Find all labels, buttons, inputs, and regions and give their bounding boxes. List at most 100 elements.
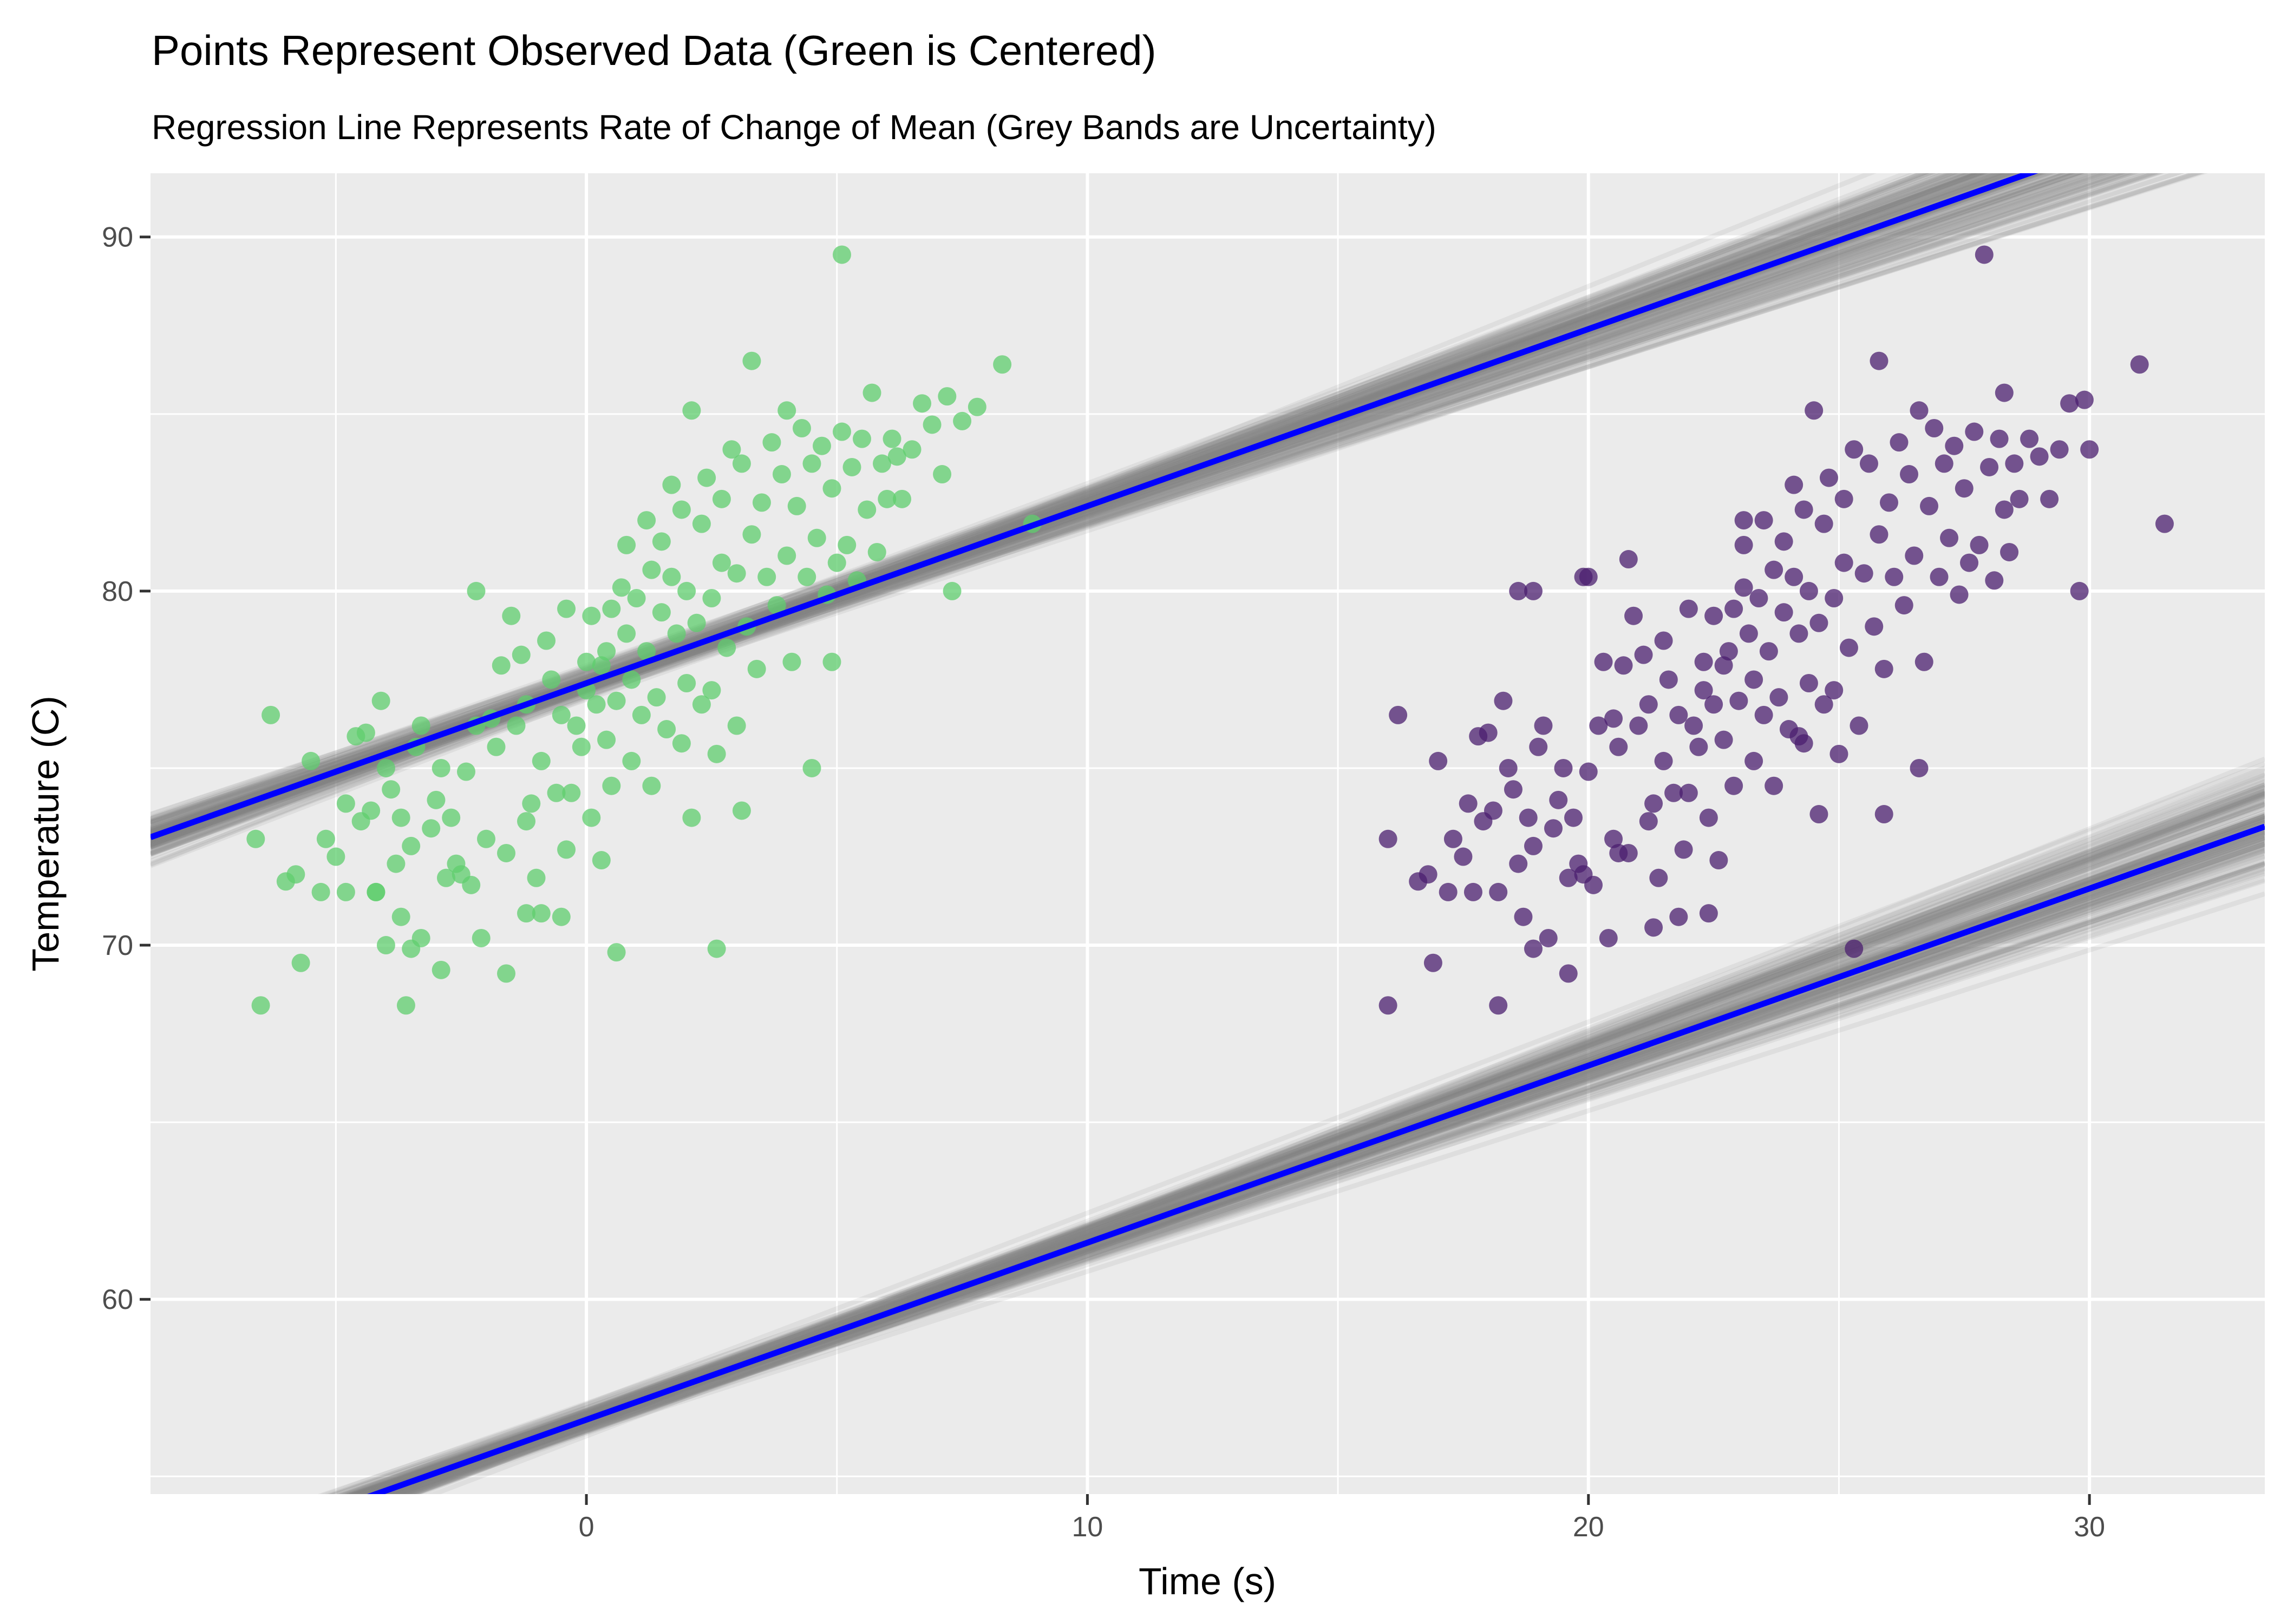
uncertainty-line-centered [151, 173, 1930, 867]
uncertainty-line-centered [151, 173, 1979, 856]
data-point-raw [1950, 585, 1969, 604]
data-point-centered [953, 411, 972, 430]
data-point-centered [622, 670, 641, 689]
chart-title: Points Represent Observed Data (Green is… [152, 27, 1156, 74]
data-point-raw [1579, 762, 1598, 781]
uncertainty-line-centered [151, 173, 2134, 846]
data-point-centered [883, 429, 901, 448]
data-point-centered [968, 397, 986, 416]
data-point-raw [1559, 964, 1578, 983]
data-point-centered [677, 581, 696, 600]
data-point-centered [752, 493, 771, 512]
uncertainty-line-raw [343, 820, 2265, 1494]
data-point-raw [1489, 996, 1508, 1015]
uncertainty-line-raw [387, 784, 2265, 1494]
data-point-raw [2040, 489, 2059, 508]
data-point-centered [396, 996, 415, 1015]
data-point-centered [316, 829, 335, 848]
data-point-raw [1829, 744, 1848, 763]
data-point-raw [1704, 695, 1723, 714]
data-point-raw [1899, 465, 1918, 484]
data-point-raw [1649, 868, 1668, 887]
uncertainty-line-centered [151, 173, 2164, 826]
data-point-centered [567, 716, 586, 735]
data-point-raw [1639, 695, 1658, 714]
uncertainty-line-centered [151, 173, 2075, 841]
data-point-raw [1995, 500, 2014, 519]
data-point-raw [1754, 705, 1773, 724]
uncertainty-line-centered [151, 173, 2075, 845]
data-point-centered [832, 245, 851, 264]
data-point-raw [1378, 829, 1397, 848]
uncertainty-line-raw [328, 802, 2265, 1494]
data-point-raw [1774, 532, 1793, 551]
uncertainty-line-centered [151, 173, 2050, 825]
data-point-raw [1935, 454, 1953, 473]
data-point-centered [923, 415, 942, 434]
uncertainty-line-centered [151, 173, 2006, 835]
uncertainty-line-raw [355, 785, 2265, 1494]
uncertainty-line-raw [388, 790, 2265, 1494]
uncertainty-line-raw [339, 802, 2265, 1494]
data-point-raw [1799, 581, 1818, 600]
data-point-raw [1419, 865, 1437, 884]
uncertainty-line-raw [352, 788, 2265, 1494]
data-point-raw [1524, 836, 1543, 855]
uncertainty-line-raw [341, 816, 2265, 1494]
data-point-raw [1499, 758, 1518, 777]
data-point-centered [311, 882, 330, 901]
uncertainty-line-raw [388, 806, 2265, 1494]
uncertainty-line-raw [345, 867, 2265, 1494]
uncertainty-line-centered [151, 173, 2004, 847]
data-point-centered [602, 599, 621, 618]
data-point-centered [647, 688, 666, 707]
uncertainty-line-centered [151, 173, 2135, 840]
data-point-centered [602, 776, 621, 795]
uncertainty-line-raw [398, 782, 2265, 1494]
uncertainty-line-raw [348, 862, 2265, 1494]
data-point-centered [652, 532, 671, 551]
uncertainty-line-raw [388, 854, 2265, 1494]
data-point-raw [1679, 599, 1698, 618]
uncertainty-line-raw [377, 868, 2265, 1494]
data-point-centered [717, 638, 736, 657]
uncertainty-line-centered [151, 173, 2065, 843]
data-point-raw [1765, 560, 1783, 579]
data-point-raw [1769, 688, 1788, 707]
data-point-raw [1839, 638, 1858, 657]
uncertainty-line-raw [400, 791, 2265, 1494]
uncertainty-line-raw [351, 794, 2265, 1494]
data-point-raw [1699, 808, 1718, 827]
uncertainty-line-raw [355, 796, 2265, 1494]
data-point-raw [1885, 567, 1904, 586]
data-point-raw [1559, 868, 1578, 887]
uncertainty-line-raw [380, 841, 2265, 1494]
data-point-centered [798, 567, 816, 586]
uncertainty-line-raw [379, 842, 2265, 1494]
grid-minor [151, 173, 2265, 1494]
regression-line-raw [367, 823, 2265, 1494]
uncertainty-line-centered [151, 173, 1977, 826]
uncertainty-line-raw [389, 791, 2265, 1494]
data-point-centered [742, 351, 761, 370]
data-point-centered [391, 808, 410, 827]
data-point-centered [391, 907, 410, 926]
uncertainty-line-raw [392, 771, 2265, 1494]
data-point-centered [757, 567, 776, 586]
data-point-centered [933, 465, 952, 484]
data-point-centered [853, 429, 872, 448]
data-point-centered [672, 734, 691, 753]
data-point-centered [822, 652, 841, 671]
data-point-centered [772, 465, 791, 484]
data-point-raw [1834, 553, 1853, 572]
data-point-raw [1914, 652, 1933, 671]
data-point-raw [1654, 631, 1673, 650]
data-point-centered [692, 695, 711, 714]
data-point-raw [1739, 624, 1758, 643]
data-point-raw [2010, 489, 2029, 508]
uncertainty-line-centered [151, 173, 2045, 849]
uncertainty-line-centered [151, 173, 1999, 837]
data-point-raw [1699, 904, 1718, 923]
data-point-raw [1679, 783, 1698, 802]
data-point-raw [1955, 479, 1974, 498]
